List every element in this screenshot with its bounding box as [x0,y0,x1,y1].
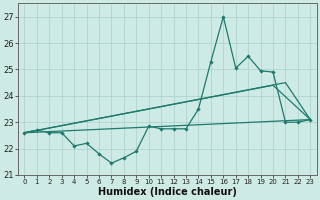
X-axis label: Humidex (Indice chaleur): Humidex (Indice chaleur) [98,187,237,197]
